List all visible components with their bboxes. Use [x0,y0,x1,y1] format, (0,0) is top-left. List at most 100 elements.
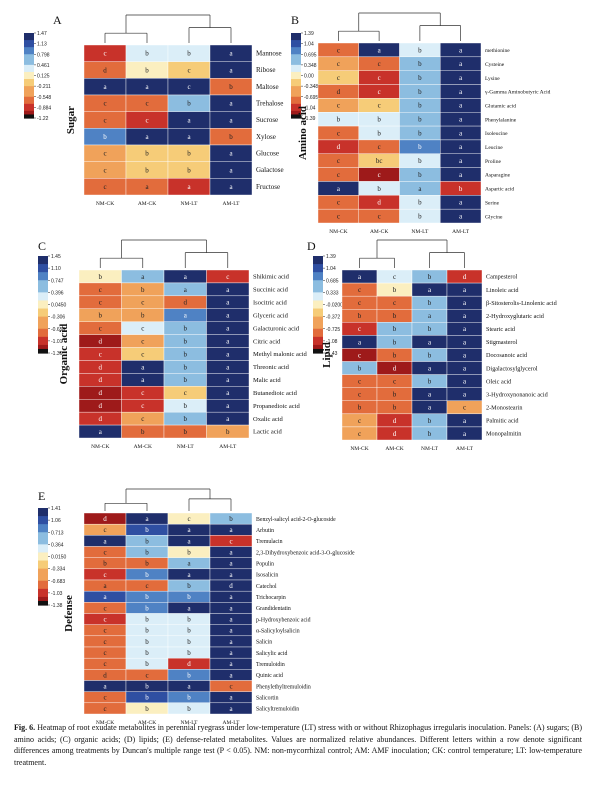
panel-c-row-label: Propanedioic acid [253,403,300,410]
panel-d-cell-letter: c [393,299,396,307]
panel-c-cell-letter: a [226,402,230,410]
panel-e-cell-letter: a [229,638,233,646]
panel-c-colorbar-segment [38,280,48,285]
panel-a-cell-letter: b [187,150,191,158]
panel-a-colorbar-tick-label: -1.22 [37,116,49,122]
panel-b-cell-letter: b [418,157,422,165]
panel-b-column-label: AM-LT [452,229,470,235]
panel-b-label: B [291,13,299,27]
panel-e-cell-letter: b [145,548,149,556]
panel-a-cell-letter: a [229,116,233,124]
panel-c-colorbar-segment [38,324,48,330]
panel-e-row-label: Trichocarpin [256,595,286,601]
panel-c-colorbar-segment [38,264,48,269]
panel-b-colorbar-segment [291,89,301,94]
panel-a-colorbar-segment [24,57,34,62]
panel-b-row-label: Lysine [485,76,500,82]
panel-a-colorbar-segment [24,79,34,84]
panel-e-cell-letter: d [229,582,233,590]
panel-d-cell-letter: a [428,391,432,399]
panel-b-colorbar-segment [291,86,301,91]
panel-b-cell-letter: b [418,88,422,96]
panel-c-cell-letter: a [184,286,188,294]
panel-d-colorbar-segment [313,308,323,314]
panel-e-cell-letter: b [187,615,191,623]
panel-a-row-label: Galactose [256,166,284,174]
panel-c-colorbar-segment [38,296,48,302]
panel-b-row-label: Glutamic acid [485,104,516,110]
panel-e-cell-letter: a [103,537,107,545]
panel-b-column-label: NM-CK [329,229,347,235]
panel-d-column-label: AM-CK [385,446,403,452]
panel-a-column-label: NM-LT [181,201,199,207]
panel-c-colorbar-segment [38,340,48,346]
panel-c-colorbar-segment [38,276,48,281]
panel-e-cell-letter: a [187,526,191,534]
panel-c-cell-letter: a [226,376,230,384]
panel-c-colorbar-tick-label: -1.01 [51,339,63,345]
panel-c-cell-letter: a [99,428,103,436]
panel-a-colorbar-segment [24,40,34,45]
panel-d-row-label: Campesterol [486,274,518,281]
panel-d-cell-letter: c [358,391,361,399]
panel-c-colorbar-tick-label: 0.0450 [51,303,67,309]
panel-e-cell-letter: c [103,660,106,668]
panel-d-row-label: Stigmasterol [486,339,518,346]
panel-d-column-label: NM-CK [350,446,368,452]
panel-a-cell-letter: a [229,166,233,174]
panel-a-cell-letter: b [229,83,233,91]
panel-e-row-label: Isosalicin [256,573,278,579]
panel-b-colorbar-tick-label: -1.04 [304,105,316,111]
panel-d-colorbar-segment [313,292,323,298]
panel-b-cell-letter: b [377,129,381,137]
panel-e-cell-letter: a [229,560,233,568]
panel-b-colorbar-segment [291,82,301,87]
panel-c-colorbar-segment [38,256,48,261]
panel-e-cell-letter: c [187,515,190,523]
panel-c-colorbar-segment [38,284,48,289]
panel-c-cell-letter: b [184,428,188,436]
panel-b-cell-letter: a [459,143,463,151]
panel-d-colorbar-segment [313,268,323,273]
panel-e-colorbar-segment [38,556,48,562]
panel-d-cell-letter: c [463,404,466,412]
panel-c-colorbar-segment [38,272,48,277]
panel-a-colorbar-tick-label: 0.461 [37,63,50,69]
panel-e-cell-letter: b [229,515,233,523]
panel-b-colorbar-segment [291,61,301,66]
panel-e-row-label: Quinic acid [256,673,283,679]
panel-d-row-label: 2-Monostearin [486,405,522,412]
panel-b-colorbar-segment [291,110,301,116]
panel-e-row-label: Arbutin [256,528,274,534]
panel-c-label: C [38,239,46,253]
panel-b-colorbar-segment [291,93,301,98]
panel-e-cell-letter: b [145,682,149,690]
panel-d-cell-letter: c [393,378,396,386]
panel-a-cell-letter: b [145,66,149,74]
panel-e-colorbar-segment [38,560,48,566]
panel-c-cell-letter: d [99,415,103,423]
panel-a-colorbar-segment [24,107,34,112]
panel-c-cell-letter: c [99,325,102,333]
panel-b-cell-letter: bc [376,157,383,165]
panel-a-colorbar-tick-label: 0.125 [37,74,50,80]
panel-e-cell-letter: c [103,571,106,579]
panel-e-colorbar-segment [38,588,48,594]
panel-a-colorbar-tick-label: 1.13 [37,42,47,48]
panel-d-cell-letter: b [393,312,397,320]
panel-e-row-label: α-Salicyloylsalicin [256,628,300,634]
panel-d-colorbar-segment [313,296,323,302]
panel-a-colorbar-segment [24,61,34,66]
panel-d-cell-letter: a [463,417,467,425]
panel-b-column-label: AM-CK [370,229,388,235]
panel-d-row-label: Monopalmitin [486,431,521,438]
panel-d-colorbar-segment [313,304,323,310]
panel-e-colorbar-tick-label: 0.0150 [51,555,67,561]
panel-b-column-label: NM-LT [411,229,429,235]
panel-c-cell-letter: d [99,389,103,397]
panel-e-row-label: Salicylic acid [256,651,287,657]
panel-b-cell-letter: b [418,46,422,54]
panel-e-row-label: Tremulacin [256,539,283,545]
panel-d-row-label: 3-Hydroxynonanoic acid [486,391,549,398]
panel-d-cell-letter: b [393,351,397,359]
